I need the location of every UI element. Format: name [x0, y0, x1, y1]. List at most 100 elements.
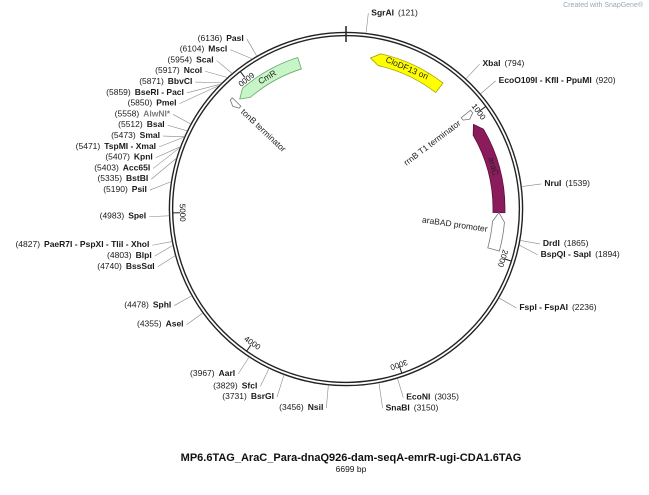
site-fspi-fspai[interactable]: FspI - FspAI (2236) [498, 297, 597, 312]
site-name: SnaBI [386, 403, 410, 413]
site-ecoo109i-kfli-ppumi[interactable]: EcoO109I - KflI - PpuMI (920) [480, 75, 616, 95]
site-bbvci[interactable]: (5871) BbvCI [139, 76, 222, 86]
site-xbai[interactable]: XbaI (794) [465, 58, 525, 80]
backbone-outer [168, 31, 524, 387]
site-position: (3829) [213, 381, 238, 391]
site-leader-line [186, 312, 203, 325]
tick-mark [398, 365, 403, 373]
site-paer7i-pspxi-tlii-xhoi[interactable]: (4827) PaeR7I - PspXI - TliI - XhoI [15, 239, 173, 249]
site-leader-line [173, 114, 191, 125]
site-econi[interactable]: EcoNI (3035) [397, 378, 459, 402]
site-leader-line [157, 255, 176, 268]
site-name: FspI - FspAI [519, 302, 568, 312]
site-leader-line [174, 295, 192, 306]
feature-arabad[interactable]: araBAD promoter [421, 211, 505, 252]
site-leader-line [216, 60, 233, 74]
site-tspmi-xmai[interactable]: (5471) TspMI - XmaI [76, 136, 185, 151]
site-position: (920) [596, 75, 616, 85]
site-leader-line [465, 63, 480, 80]
tick-mark [504, 258, 512, 262]
feature-cloDF13[interactable]: CloDF13 ori [369, 53, 444, 94]
site-asei[interactable]: (4355) AseI [137, 312, 203, 329]
feature-tonb[interactable]: tonB terminator [229, 97, 288, 154]
feature-rrnb[interactable]: rrnB T1 terminator [402, 109, 474, 168]
site-scai[interactable]: (5954) ScaI [168, 55, 233, 74]
site-pmei[interactable]: (5850) PmeI [128, 84, 220, 108]
site-bsrgi[interactable]: (3731) BsrGI [222, 374, 285, 402]
site-label: (5954) ScaI [168, 55, 214, 65]
site-position: (5471) [76, 141, 101, 151]
site-smai[interactable]: (5473) SmaI [111, 130, 185, 140]
tick-label: 2000 [496, 249, 510, 269]
site-position: (4827) [15, 239, 40, 249]
site-position: (1865) [564, 238, 589, 248]
tick-mark [479, 106, 486, 112]
site-sgrai[interactable]: SgrAI (121) [365, 8, 418, 34]
site-kpni[interactable]: (5407) KpnI [105, 146, 181, 162]
site-sfci[interactable]: (3829) SfcI [213, 368, 270, 391]
site-psii[interactable]: (5190) PsiI [103, 181, 172, 195]
site-name: SfcI [242, 381, 258, 391]
site-label: DrdI (1865) [543, 238, 589, 248]
site-bsai[interactable]: (5512) BsaI [118, 119, 188, 132]
feature-rrnb-label: rrnB T1 terminator [402, 118, 463, 168]
site-nsii[interactable]: (3456) NsiI [279, 385, 329, 412]
site-position: (6136) [198, 33, 223, 43]
site-label: (4478) SphI [124, 300, 171, 310]
site-position: (5407) [105, 152, 130, 162]
tick-mark [246, 344, 252, 352]
site-label: FspI - FspAI (2236) [519, 302, 596, 312]
site-position: (5859) [106, 87, 131, 97]
site-label: (4355) AseI [137, 319, 184, 329]
site-label: (4740) BssSαI [97, 261, 154, 271]
site-leader-line [230, 49, 253, 60]
site-snabi[interactable]: SnaBI (3150) [378, 382, 439, 413]
site-bstbi[interactable]: (5335) BstBI [97, 157, 177, 183]
site-leader-line [158, 136, 185, 148]
site-leader-line [179, 84, 220, 104]
site-name: SgrAI [371, 8, 394, 18]
tick-label: 5000 [178, 204, 187, 223]
site-label: (5859) BseRI - PacI [106, 87, 184, 97]
site-bspqi-sapi[interactable]: BspQI - SapI (1894) [519, 244, 620, 259]
site-aari[interactable]: (3967) AarI [190, 356, 250, 378]
site-name: AseI [166, 319, 184, 329]
site-name: BstBI [126, 173, 148, 183]
feature-arac[interactable]: araC [472, 123, 506, 214]
site-nrui[interactable]: NruI (1539) [521, 178, 591, 188]
site-bseri-paci[interactable]: (5859) BseRI - PacI [106, 83, 221, 97]
site-leader-line [167, 124, 188, 132]
site-name: PmeI [156, 98, 176, 108]
site-position: (1894) [595, 249, 620, 259]
site-leader-line [162, 135, 185, 137]
site-position: (4740) [97, 261, 122, 271]
site-label: (3456) NsiI [279, 402, 323, 412]
site-blpi[interactable]: (4803) BlpI [107, 245, 173, 260]
site-drdi[interactable]: DrdI (1865) [520, 238, 589, 248]
site-label: EcoNI (3035) [406, 392, 459, 402]
site-acc65i[interactable]: (5403) Acc65I [94, 147, 181, 173]
site-label: (6136) PasI [198, 33, 244, 43]
site-label: (4983) SpeI [100, 211, 147, 221]
site-leader-line [154, 245, 173, 257]
site-pasi[interactable]: (6136) PasI [198, 33, 258, 57]
site-msci[interactable]: (6104) MscI [180, 44, 253, 60]
site-label: (5871) BbvCI [139, 76, 192, 86]
site-name: BssSαI [126, 261, 155, 271]
site-alwni-[interactable]: (5558) AlwNI* [115, 109, 191, 125]
site-spei[interactable]: (4983) SpeI [100, 211, 170, 221]
site-name: PsiI [132, 184, 147, 194]
site-leader-line [237, 356, 250, 375]
created-with-credit: Created with SnapGene® [563, 2, 643, 9]
feature-arabad-label: araBAD promoter [421, 214, 488, 234]
site-name: BspQI - SapI [541, 249, 592, 259]
site-position: (794) [504, 58, 524, 68]
site-name: MscI [208, 44, 227, 54]
site-name: NsiI [308, 402, 324, 412]
site-name: ScaI [196, 55, 214, 65]
site-name: NcoI [184, 65, 202, 75]
site-ncoi[interactable]: (5917) NcoI [155, 65, 228, 78]
site-bsss-i[interactable]: (4740) BssSαI [97, 255, 176, 271]
site-sphi[interactable]: (4478) SphI [124, 295, 192, 310]
